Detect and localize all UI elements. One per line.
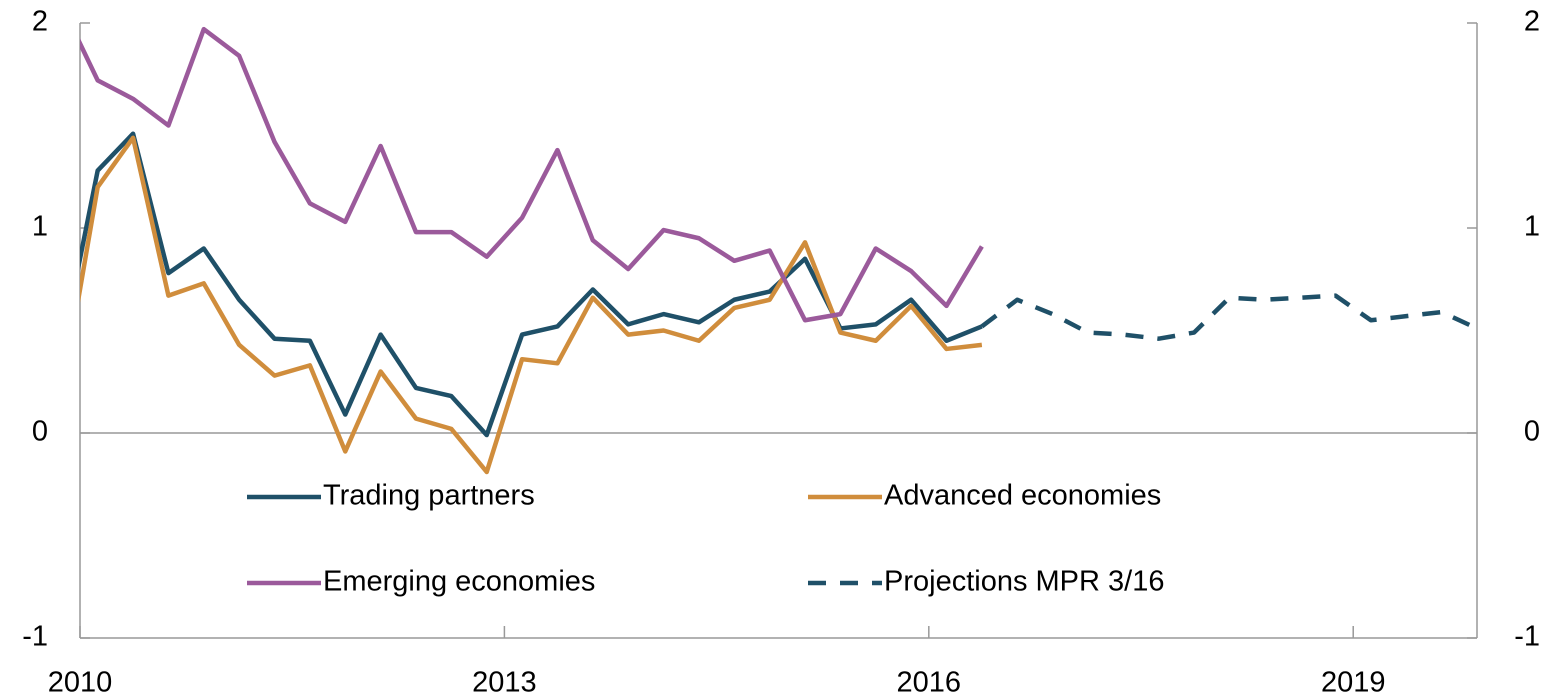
y-tick-label: 1 bbox=[32, 211, 48, 243]
y-tick-label: 0 bbox=[32, 416, 48, 448]
legend-label: Projections MPR 3/16 bbox=[884, 566, 1164, 598]
x-tick-label: 2013 bbox=[472, 667, 537, 699]
x-tick-label: 2016 bbox=[897, 667, 962, 699]
series-line bbox=[980, 293, 1477, 341]
x-tick-label: 2010 bbox=[48, 667, 113, 699]
y2-tick-label: -1 bbox=[1514, 621, 1540, 653]
series-line bbox=[80, 26, 984, 323]
plot bbox=[80, 26, 1477, 475]
series-line bbox=[80, 135, 983, 475]
y2-tick-label: 1 bbox=[1524, 211, 1540, 243]
legend-label: Emerging economies bbox=[323, 566, 595, 598]
y-tick-label: -1 bbox=[22, 621, 48, 653]
legend-label: Advanced economies bbox=[884, 480, 1161, 512]
y2-tick-label: 2 bbox=[1524, 6, 1540, 38]
legend-label: Trading partners bbox=[323, 480, 535, 512]
x-tick-label: 2019 bbox=[1321, 667, 1386, 699]
y2-tick-label: 0 bbox=[1524, 416, 1540, 448]
y-tick-label: 2 bbox=[32, 6, 48, 38]
